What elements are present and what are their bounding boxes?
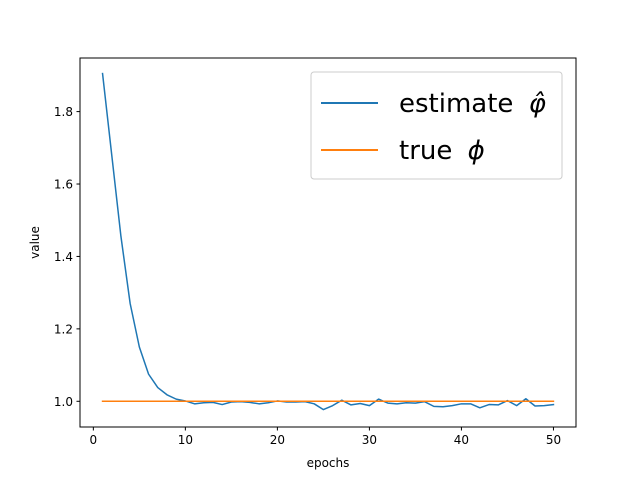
x-axis-label: epochs — [307, 456, 350, 470]
x-tick-label: 40 — [454, 433, 469, 447]
y-tick-label: 1.4 — [54, 250, 73, 264]
y-tick-label: 1.6 — [54, 178, 73, 192]
axes-frame — [79, 57, 577, 428]
x-tick-label: 0 — [90, 433, 98, 447]
legend-label-true-symbol: ϕ — [468, 136, 485, 166]
y-tick-label: 1.8 — [54, 105, 73, 119]
y-axis: 1.0 1.2 1.4 1.6 1.8 — [54, 105, 80, 409]
legend-label-estimate: estimate φ̂ — [399, 89, 546, 119]
legend-box — [310, 71, 563, 180]
y-axis-label: value — [28, 226, 42, 259]
legend-label-true-name: true — [399, 136, 452, 166]
legend: estimate φ̂ true ϕ — [310, 71, 563, 180]
x-tick-label: 30 — [362, 433, 377, 447]
x-axis: 0 10 20 30 40 50 — [90, 427, 561, 447]
legend-label-estimate-name: estimate — [399, 89, 513, 119]
legend-label-true: true ϕ — [399, 136, 485, 166]
legend-label-estimate-symbol: φ̂ — [529, 89, 546, 119]
y-tick-label: 1.2 — [54, 322, 73, 336]
x-tick-label: 20 — [270, 433, 285, 447]
x-tick-label: 10 — [178, 433, 193, 447]
plot-area — [101, 72, 555, 411]
y-tick-label: 1.0 — [54, 395, 73, 409]
x-tick-label: 50 — [546, 433, 561, 447]
series-line-estimate — [101, 72, 555, 411]
